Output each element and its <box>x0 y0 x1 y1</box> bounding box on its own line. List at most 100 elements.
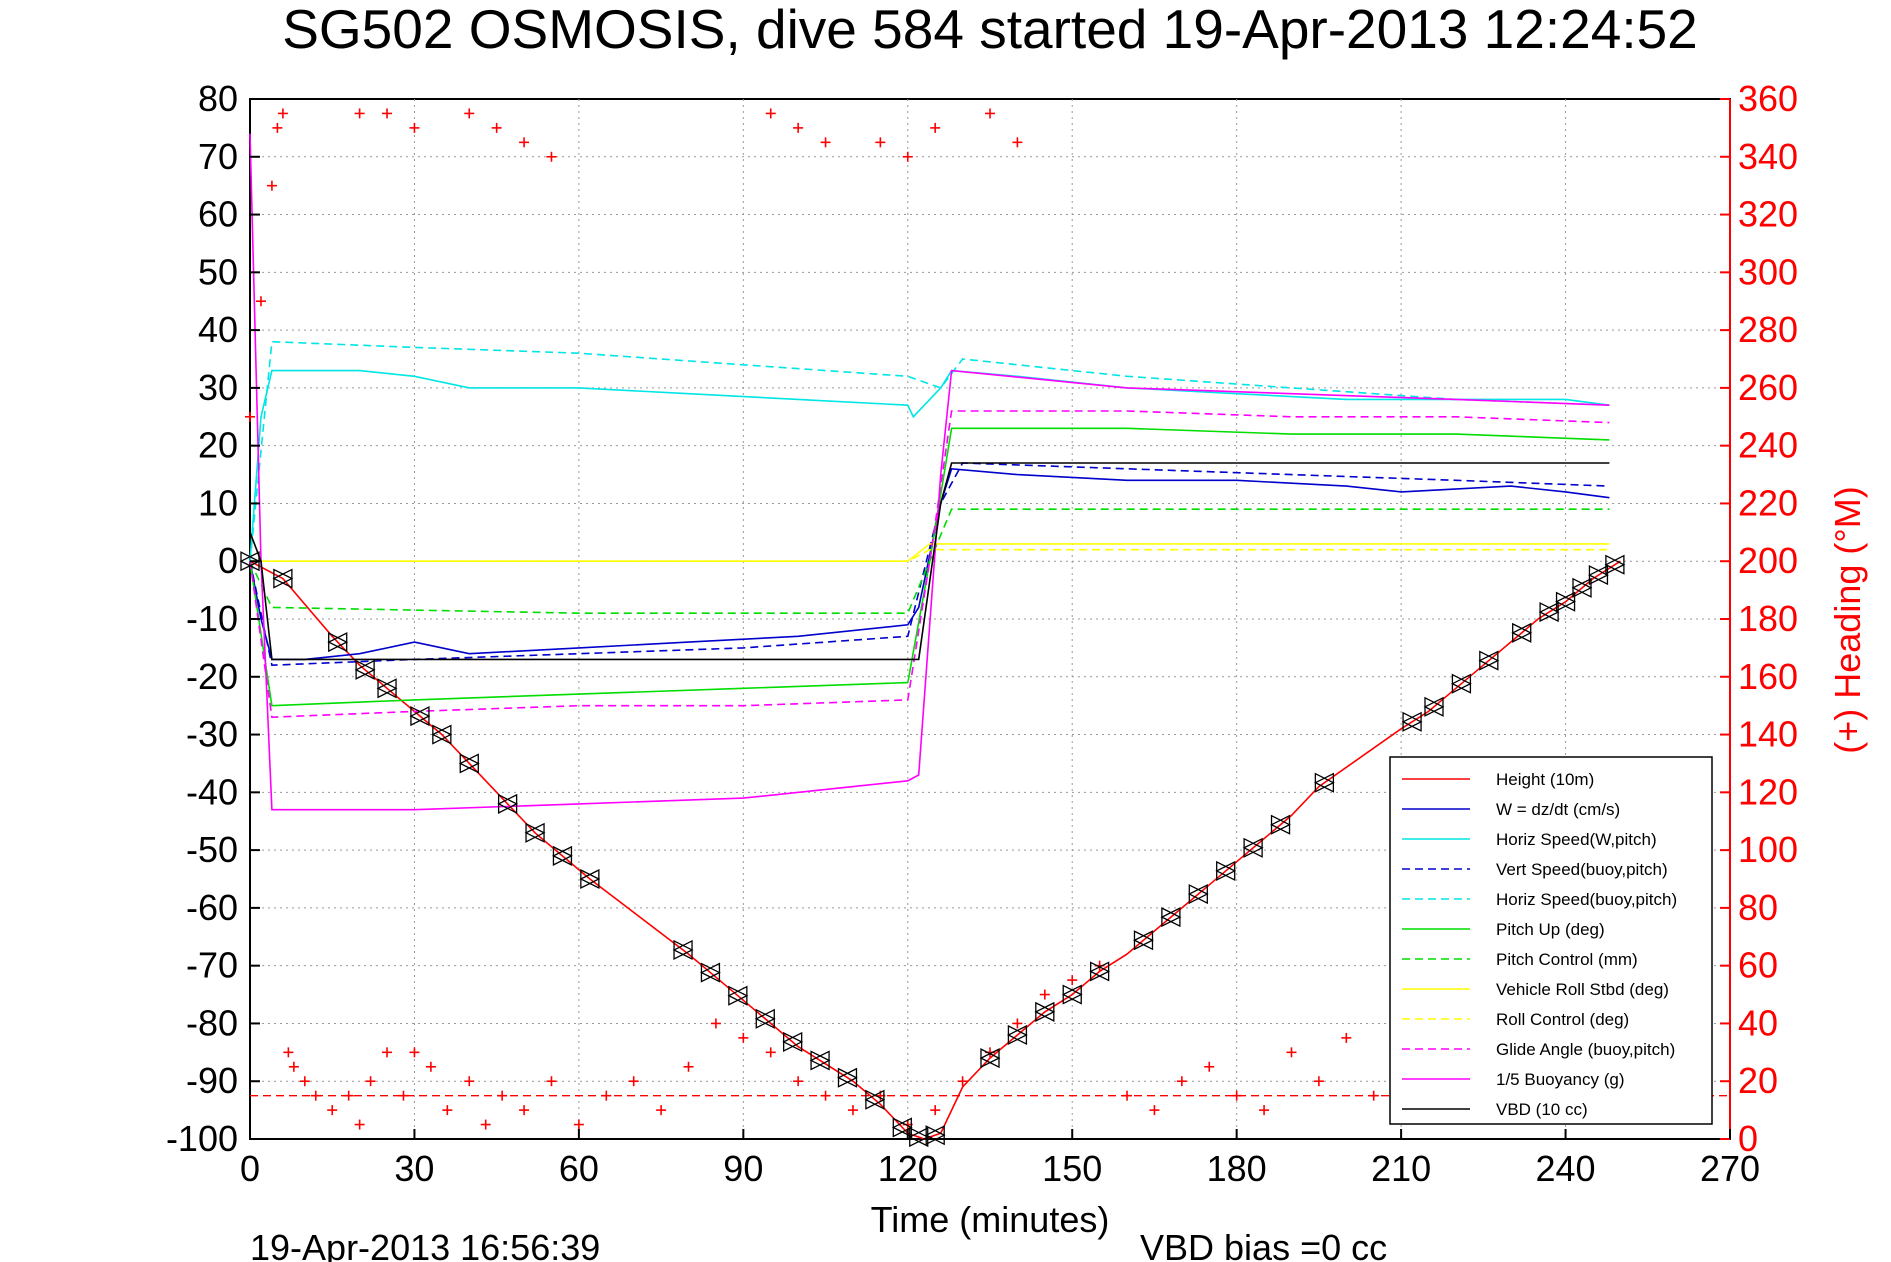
series-line-glide-angle-buoy-pitch <box>249 410 1610 719</box>
legend-label-roll-control-deg: Roll Control (deg) <box>1496 1010 1629 1029</box>
heading-point <box>1149 1105 1160 1116</box>
series-line-vehicle-roll-stbd-deg <box>250 543 1610 563</box>
right-tick-label: 0 <box>1738 1118 1758 1159</box>
x-tick-label: 180 <box>1207 1148 1267 1189</box>
heading-point-top <box>464 108 475 119</box>
right-tick-label: 280 <box>1738 309 1798 350</box>
left-tick-label: -50 <box>186 829 238 870</box>
series-line-pitch-control-mm <box>249 508 1610 615</box>
depth-triangle-marker-rev <box>1587 565 1609 586</box>
right-tick-label: 180 <box>1738 598 1798 639</box>
legend: Height (10m) W = dz/dt (cm/s) Horiz Speed(… <box>1389 756 1713 1125</box>
x-tick-label: 90 <box>723 1148 763 1189</box>
heading-point <box>288 1061 299 1072</box>
heading-point <box>710 1018 721 1029</box>
right-tick-label: 200 <box>1738 540 1798 581</box>
left-tick-label: -20 <box>186 656 238 697</box>
legend-label-vehicle-roll-stbd-deg: Vehicle Roll Stbd (deg) <box>1496 980 1669 999</box>
legend-box <box>1389 756 1713 1125</box>
heading-point <box>1341 1032 1352 1043</box>
left-tick-label: -40 <box>186 771 238 812</box>
depth-triangle-marker-rev <box>1423 696 1444 717</box>
heading-point <box>343 1090 354 1101</box>
heading-point <box>628 1076 639 1087</box>
depth-triangle-marker-rev <box>782 1031 803 1052</box>
depth-triangle-marker-rev <box>1034 1001 1055 1022</box>
depth-triangle-marker-rev <box>272 568 293 589</box>
right-tick-label: 40 <box>1738 1002 1778 1043</box>
heading-point-top <box>409 122 420 133</box>
heading-point-top <box>354 108 365 119</box>
heading-point <box>1122 1090 1133 1101</box>
heading-point <box>327 1105 338 1116</box>
heading-point-top <box>930 122 941 133</box>
depth-triangle-marker-rev <box>458 753 479 774</box>
depth-triangle-marker-rev <box>864 1089 885 1110</box>
depth-triangle-marker-rev <box>1187 883 1208 905</box>
depth-triangle-marker-rev <box>908 1127 929 1148</box>
depth-triangle-marker-rev <box>1215 860 1236 881</box>
right-tick-label: 220 <box>1738 482 1798 523</box>
footer-timestamp: 19-Apr-2013 16:56:39 <box>250 1227 600 1262</box>
depth-triangle-marker-rev <box>579 868 600 890</box>
heading-point <box>546 1076 557 1087</box>
heading-point <box>382 1047 393 1058</box>
legend-label-height-10m: Height (10m) <box>1496 770 1594 789</box>
depth-triangle-marker-rev <box>1538 602 1559 623</box>
left-tick-label: -100 <box>166 1118 238 1159</box>
left-tick-label: 80 <box>198 78 238 119</box>
depth-triangle-marker-rev <box>354 659 375 680</box>
heading-point <box>957 1076 968 1087</box>
heading-point <box>442 1105 453 1116</box>
right-y-axis: 3603403203002802602402202001801601401201… <box>1720 78 1798 1159</box>
heading-point <box>656 1105 667 1116</box>
left-tick-label: -80 <box>186 1002 238 1043</box>
series-line-height-10m <box>249 560 1621 1140</box>
series-line-w-dz-dt-cm-s <box>249 467 1610 661</box>
right-tick-label: 120 <box>1738 771 1798 812</box>
depth-triangle-marker-rev <box>524 822 545 843</box>
vbd-bias-label: VBD bias =0 cc <box>1140 1227 1387 1262</box>
depth-triangle-marker-rev <box>754 1008 775 1029</box>
depth-triangle-marker-rev <box>409 706 430 727</box>
heading-point-top <box>793 122 804 133</box>
heading-point <box>1204 1061 1215 1072</box>
depth-triangle-marker-rev <box>1511 622 1532 643</box>
depth-triangle-marker-rev <box>376 678 397 699</box>
depth-triangle-marker-rev <box>699 962 721 983</box>
legend-label-horiz-speed-buoy-pitch: Horiz Speed(buoy,pitch) <box>1496 890 1677 909</box>
left-tick-label: 70 <box>198 136 238 177</box>
heading-point <box>1259 1105 1270 1116</box>
depth-triangle-marker-rev <box>1089 961 1110 982</box>
depth-triangle-marker-rev <box>497 793 518 814</box>
series-line-1-5-buoyancy-g <box>249 133 1610 811</box>
depth-triangle-marker-rev <box>1313 772 1335 793</box>
heading-point <box>480 1119 491 1130</box>
heading-point <box>354 1119 365 1130</box>
depth-triangle-marker-rev <box>431 724 452 745</box>
heading-point <box>601 1090 612 1101</box>
legend-label-vert-speed-buoy-pitch: Vert Speed(buoy,pitch) <box>1496 860 1668 879</box>
heading-point-top <box>382 108 393 119</box>
right-tick-label: 340 <box>1738 136 1798 177</box>
heading-point-top <box>546 151 557 162</box>
x-axis: 0 30 60 90 120 150 180 210 240 270 <box>240 1129 1760 1189</box>
legend-label-horiz-speed-w-pitch: Horiz Speed(W,pitch) <box>1496 830 1657 849</box>
heading-point <box>283 1047 294 1058</box>
depth-triangle-marker-rev <box>891 1117 912 1138</box>
heading-point <box>1067 975 1078 986</box>
depth-triangle-marker-rev <box>809 1050 830 1071</box>
right-tick-label: 300 <box>1738 251 1798 292</box>
heading-point <box>272 122 283 133</box>
legend-label-w-dz-dt-cm-s: W = dz/dt (cm/s) <box>1496 800 1620 819</box>
left-tick-label: 40 <box>198 309 238 350</box>
heading-point <box>1039 989 1050 1000</box>
heading-point <box>255 296 266 307</box>
left-tick-label: 0 <box>218 540 238 581</box>
heading-point-top <box>902 151 913 162</box>
depth-triangle-marker-rev <box>1242 837 1263 858</box>
legend-label-pitch-control-mm: Pitch Control (mm) <box>1496 950 1638 969</box>
series-layer <box>249 133 1621 1140</box>
grid <box>250 99 1730 1139</box>
